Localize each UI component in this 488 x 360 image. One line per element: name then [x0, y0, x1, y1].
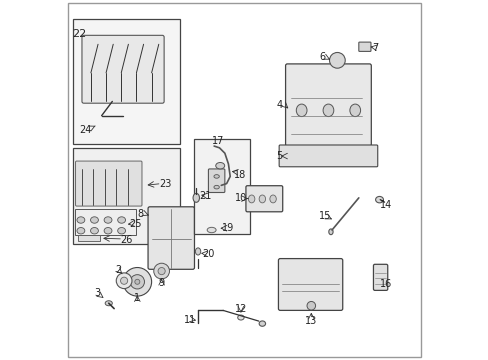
FancyBboxPatch shape	[73, 148, 180, 244]
FancyBboxPatch shape	[279, 145, 377, 167]
Text: 6: 6	[319, 52, 325, 62]
Ellipse shape	[375, 197, 383, 203]
Circle shape	[158, 267, 165, 275]
Ellipse shape	[195, 248, 201, 255]
Text: 24: 24	[79, 125, 92, 135]
Text: 14: 14	[379, 200, 391, 210]
Text: 19: 19	[222, 223, 234, 233]
Text: 26: 26	[120, 235, 133, 245]
Ellipse shape	[105, 301, 112, 306]
Text: 18: 18	[234, 170, 246, 180]
Text: 13: 13	[305, 316, 317, 326]
Text: 15: 15	[318, 211, 330, 221]
Ellipse shape	[193, 193, 199, 202]
FancyBboxPatch shape	[148, 207, 194, 269]
Ellipse shape	[207, 227, 216, 233]
FancyBboxPatch shape	[245, 186, 282, 212]
FancyBboxPatch shape	[358, 42, 370, 51]
FancyBboxPatch shape	[73, 19, 180, 144]
Ellipse shape	[328, 229, 332, 235]
Ellipse shape	[104, 228, 112, 234]
Ellipse shape	[214, 175, 219, 178]
Text: 8: 8	[138, 209, 143, 219]
Text: 12: 12	[234, 303, 246, 314]
Circle shape	[121, 277, 127, 284]
FancyBboxPatch shape	[373, 264, 387, 291]
Text: 1: 1	[134, 293, 140, 303]
Circle shape	[123, 267, 151, 296]
FancyBboxPatch shape	[82, 35, 164, 103]
Circle shape	[135, 279, 140, 284]
Circle shape	[116, 273, 132, 289]
Text: 11: 11	[183, 315, 196, 325]
FancyBboxPatch shape	[75, 161, 142, 206]
Bar	[194, 139, 249, 234]
Circle shape	[153, 263, 169, 279]
Text: 25: 25	[129, 219, 142, 229]
Bar	[75, 208, 135, 235]
Ellipse shape	[77, 217, 84, 223]
Ellipse shape	[259, 195, 265, 203]
Ellipse shape	[90, 217, 98, 223]
Text: 21: 21	[199, 191, 212, 201]
Text: 10: 10	[234, 193, 246, 203]
Circle shape	[130, 275, 144, 289]
Circle shape	[329, 53, 345, 68]
Text: 22: 22	[72, 28, 86, 39]
Text: 16: 16	[379, 279, 391, 289]
Text: 9: 9	[158, 278, 164, 288]
Text: 2: 2	[115, 265, 122, 275]
Circle shape	[306, 301, 315, 310]
Ellipse shape	[237, 315, 244, 320]
FancyBboxPatch shape	[208, 169, 224, 193]
Ellipse shape	[296, 104, 306, 117]
Text: 7: 7	[371, 43, 377, 53]
Ellipse shape	[104, 217, 112, 223]
Bar	[78, 235, 100, 241]
Text: 5: 5	[275, 151, 282, 161]
Text: 4: 4	[276, 100, 282, 110]
Ellipse shape	[269, 195, 276, 203]
Ellipse shape	[118, 228, 125, 234]
Text: 3: 3	[94, 288, 100, 297]
FancyBboxPatch shape	[278, 258, 342, 310]
Text: 20: 20	[202, 249, 214, 259]
Ellipse shape	[215, 162, 224, 169]
Ellipse shape	[248, 195, 254, 203]
Ellipse shape	[259, 321, 265, 326]
Ellipse shape	[214, 185, 219, 189]
Text: 17: 17	[211, 136, 224, 147]
Ellipse shape	[77, 228, 84, 234]
Text: 23: 23	[160, 179, 172, 189]
Ellipse shape	[90, 228, 98, 234]
Ellipse shape	[349, 104, 360, 117]
Ellipse shape	[323, 104, 333, 117]
Ellipse shape	[118, 217, 125, 223]
FancyBboxPatch shape	[285, 64, 370, 146]
